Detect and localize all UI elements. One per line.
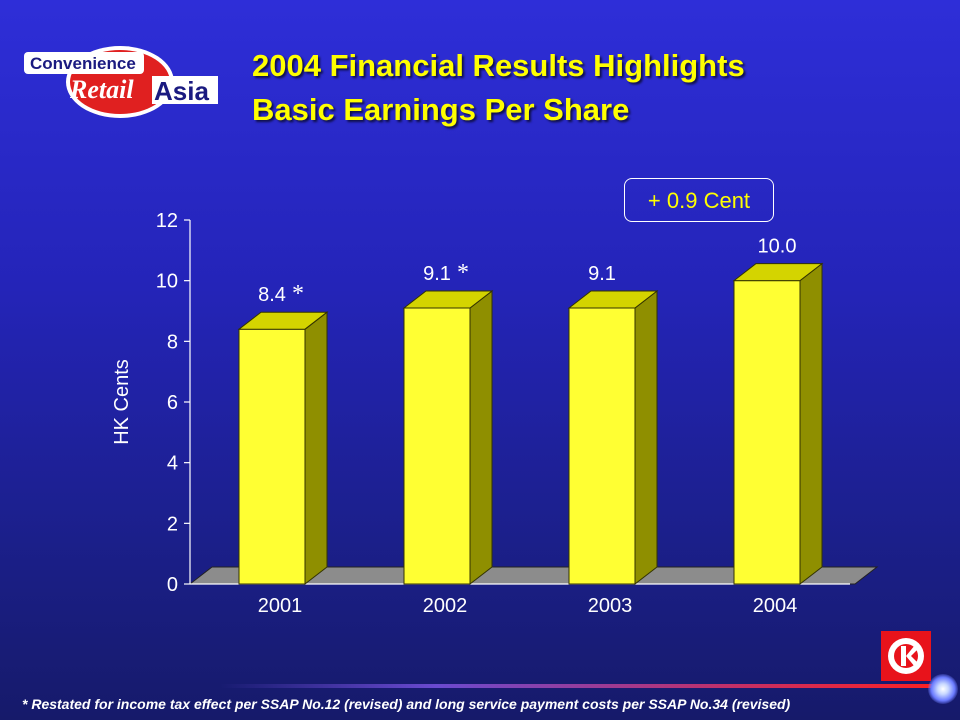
value-label-2001: 8.4: [258, 284, 286, 306]
bar-2004-front: [733, 280, 801, 585]
y-tick-label-10: 10: [156, 271, 178, 293]
asterisk-2002: *: [457, 260, 469, 286]
value-label-2003: 9.1: [588, 263, 616, 285]
title-line2: Basic Earnings Per Share: [252, 92, 630, 127]
glow-dot-icon: [928, 674, 958, 704]
title-line1: 2004 Financial Results Highlights: [252, 48, 745, 83]
bar-2001-top: [237, 311, 329, 330]
x-tick-label-2004: 2004: [753, 595, 798, 617]
bar-2004-side: [799, 262, 823, 586]
bar-2003-top: [567, 290, 659, 309]
circle-k-icon: [881, 631, 931, 681]
y-tick-label-0: 0: [167, 574, 178, 596]
bar-2002-top: [402, 290, 494, 309]
asterisk-2001: *: [292, 281, 304, 307]
y-tick-label-12: 12: [156, 210, 178, 232]
x-tick-label-2001: 2001: [258, 595, 303, 617]
logo-line2b: Asia: [154, 76, 209, 106]
bar-2001-front: [238, 328, 306, 585]
x-tick-label-2003: 2003: [588, 595, 633, 617]
bar-2001-side: [304, 311, 328, 586]
y-tick-label-8: 8: [167, 331, 178, 353]
y-tick-label-4: 4: [167, 453, 178, 475]
convenience-retail-asia-logo: Convenience Retail Asia: [20, 40, 220, 120]
bar-2003-side: [634, 289, 658, 586]
logo-line1: Convenience: [30, 54, 136, 73]
slide-title: 2004 Financial Results Highlights Basic …: [252, 44, 745, 132]
logo-line2a: Retail: [69, 75, 134, 104]
footer-divider: [220, 684, 940, 688]
y-tick-label-2: 2: [167, 513, 178, 535]
bar-2003-front: [568, 307, 636, 585]
change-callout: + 0.9 Cent: [624, 178, 774, 222]
value-label-2004: 10.0: [758, 236, 797, 258]
bar-2002-side: [469, 289, 493, 586]
value-label-2002: 9.1: [423, 263, 451, 285]
x-tick-label-2002: 2002: [423, 595, 468, 617]
y-axis-label: HK Cents: [111, 359, 133, 445]
y-tick-label-6: 6: [167, 392, 178, 414]
bar-2002-front: [403, 307, 471, 585]
footnote: * Restated for income tax effect per SSA…: [22, 696, 791, 712]
bar-2004-top: [732, 263, 824, 282]
